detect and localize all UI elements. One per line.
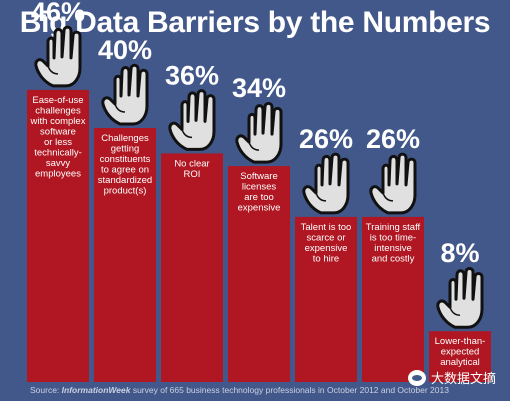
category-label: Lower-than-expected analytical <box>435 336 486 368</box>
raised-hand-icon <box>436 266 484 329</box>
source-publication: InformationWeek <box>61 385 131 395</box>
raised-hand-icon <box>34 25 82 88</box>
bar <box>94 128 156 382</box>
source-prefix: Source: <box>30 385 62 395</box>
bar <box>228 166 290 382</box>
bar <box>362 216 424 382</box>
source-note: Source: InformationWeek survey of 665 bu… <box>30 385 449 395</box>
watermark: 大数据文摘 <box>407 368 496 387</box>
category-label: Talent is too scarce or expensive to hire <box>301 222 352 265</box>
bar <box>27 89 89 383</box>
category-label: No clear ROI <box>174 158 209 180</box>
category-label: Ease-of-use challenges with complex softwar… <box>30 95 86 179</box>
raised-hand-icon <box>369 152 417 215</box>
category-label: Software licenses are too expensive <box>238 171 281 214</box>
source-text: survey of 665 business technology profes… <box>130 385 449 395</box>
data-label: 40% <box>98 35 152 65</box>
raised-hand-icon <box>101 63 149 126</box>
data-label: 46% <box>31 0 85 27</box>
watermark-text: 大数据文摘 <box>430 371 496 386</box>
data-label: 8% <box>440 238 479 268</box>
chart-title: Big Data Barriers by the Numbers <box>19 6 491 39</box>
data-label: 34% <box>232 73 286 103</box>
category-label: Training staff is too time-intensive and c… <box>366 222 421 265</box>
raised-hand-icon <box>235 101 283 164</box>
raised-hand-icon <box>302 152 350 215</box>
category-label: Challenges getting constituents to agree on… <box>98 133 152 197</box>
data-label: 26% <box>366 124 420 154</box>
data-label: 26% <box>299 124 353 154</box>
data-label: 36% <box>165 60 219 90</box>
bar <box>295 216 357 382</box>
wechat-icon <box>407 369 426 386</box>
bar <box>161 153 223 382</box>
raised-hand-icon <box>168 89 216 151</box>
bar <box>429 331 491 382</box>
